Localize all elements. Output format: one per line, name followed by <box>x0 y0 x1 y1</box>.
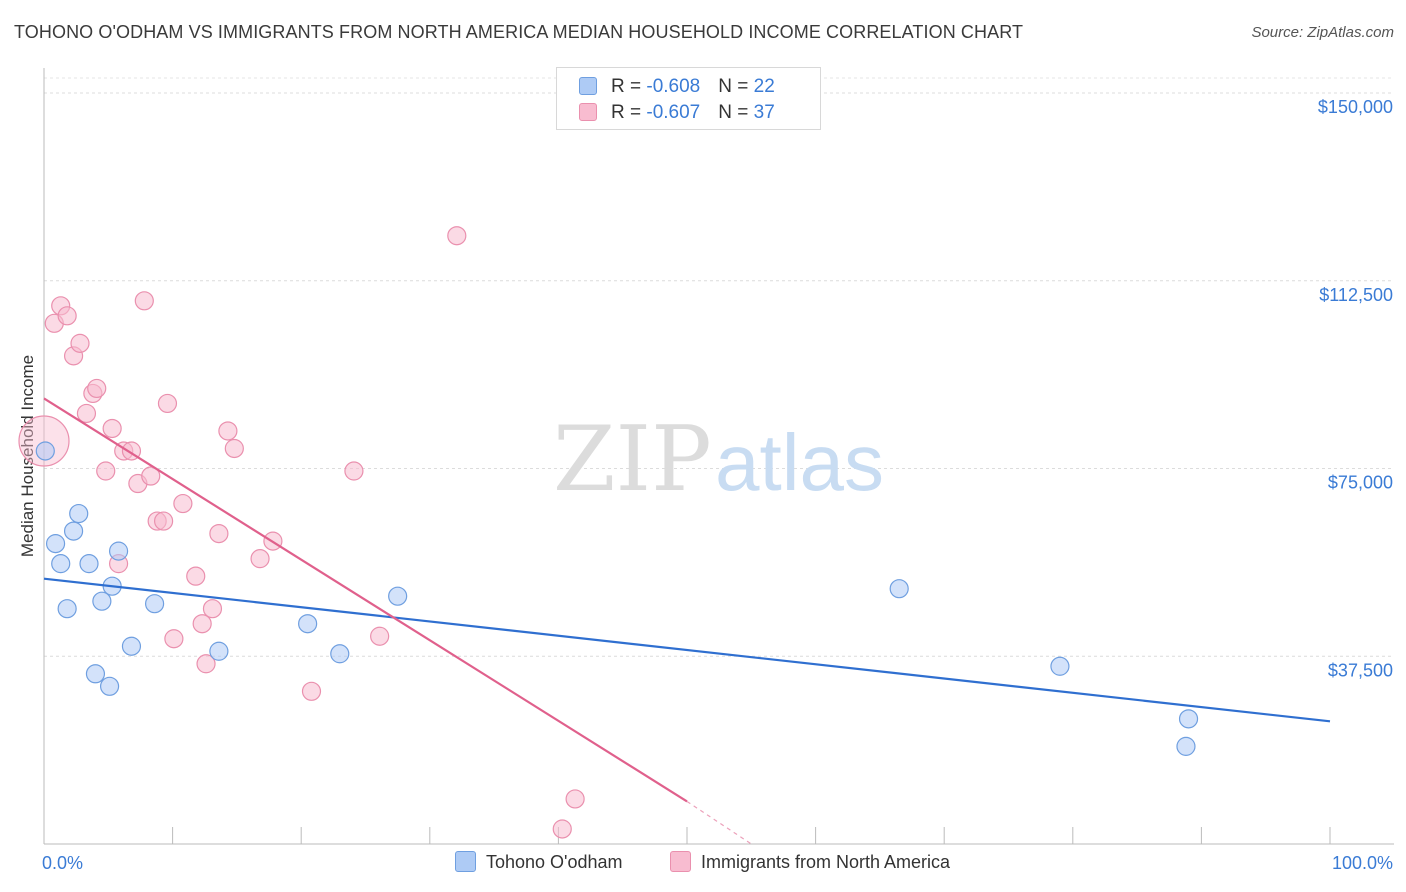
watermark-zip: ZIP <box>553 407 712 512</box>
data-point <box>18 415 70 467</box>
n-label: N = <box>718 76 754 97</box>
legend-swatch-tohono <box>455 851 476 872</box>
data-point <box>63 521 84 541</box>
data-point <box>144 594 165 614</box>
data-point <box>164 629 184 649</box>
data-point <box>134 291 154 311</box>
data-point <box>173 493 193 514</box>
legend-item-tohono[interactable]: Tohono O'odham <box>455 851 623 873</box>
n-value: 22 <box>753 76 775 97</box>
data-point <box>141 466 161 486</box>
data-point <box>344 461 364 481</box>
data-point <box>209 641 229 661</box>
data-point <box>157 393 178 414</box>
data-point <box>202 599 223 619</box>
stats-row-tohono: R = -0.608 N = 22 <box>579 76 775 100</box>
stats-row-immigrants: R = -0.607 N = 37 <box>579 102 775 126</box>
data-point <box>121 636 142 656</box>
x-tick-label: 0.0% <box>42 853 83 873</box>
x-tick-label: 100.0% <box>1332 853 1393 873</box>
y-tick-label: $37,500 <box>1328 660 1393 680</box>
data-point <box>447 226 467 246</box>
data-point <box>224 438 244 459</box>
legend-label-tohono: Tohono O'odham <box>486 852 623 872</box>
legend: Tohono O'odham Immigrants from North Ame… <box>0 851 1406 877</box>
data-point <box>186 566 206 586</box>
stats-swatch-tohono <box>579 77 597 95</box>
trend-line-extension <box>686 800 752 845</box>
data-point <box>102 418 122 439</box>
data-point <box>370 626 390 646</box>
n-value: 37 <box>753 102 775 123</box>
data-point <box>218 421 238 441</box>
legend-item-immigrants[interactable]: Immigrants from North America <box>670 851 950 873</box>
data-point <box>301 681 322 701</box>
data-point <box>250 549 270 569</box>
legend-label-immigrants: Immigrants from North America <box>701 852 951 872</box>
legend-swatch-immigrants <box>670 851 691 872</box>
data-point <box>87 378 107 399</box>
grid-lines <box>44 77 1394 657</box>
data-point <box>889 579 909 599</box>
data-point <box>57 306 77 326</box>
data-point <box>79 554 99 574</box>
data-point <box>96 461 116 481</box>
data-point <box>57 599 77 619</box>
data-point <box>209 523 229 544</box>
data-point <box>565 789 585 809</box>
data-point <box>1176 736 1196 756</box>
data-point <box>330 644 350 664</box>
n-label: N = <box>718 102 754 123</box>
data-point <box>552 819 572 839</box>
y-tick-label: $75,000 <box>1328 473 1393 493</box>
trend-lines <box>43 397 1331 845</box>
data-point <box>70 333 90 353</box>
watermark: ZIP atlas <box>553 407 884 512</box>
data-point <box>108 541 129 561</box>
r-value: -0.607 <box>646 102 701 123</box>
r-label: R = <box>611 76 647 97</box>
r-value: -0.608 <box>646 76 701 97</box>
chart-title: TOHONO O'ODHAM VS IMMIGRANTS FROM NORTH … <box>14 22 1024 42</box>
r-label: R = <box>611 102 647 123</box>
trend-line <box>43 397 688 803</box>
data-point <box>99 676 120 696</box>
watermark-atlas: atlas <box>715 418 884 507</box>
trend-line <box>43 577 1331 723</box>
data-point <box>192 614 212 634</box>
data-point <box>51 554 71 574</box>
data-point <box>69 503 89 524</box>
data-point <box>298 614 318 634</box>
data-point <box>153 511 174 531</box>
source-label: Source: ZipAtlas.com <box>1251 24 1394 41</box>
tick-labels: $37,500 $75,000 $112,500 $150,000 0.0% 100.0% <box>42 97 1393 873</box>
data-point <box>76 403 97 424</box>
data-point <box>1178 709 1199 729</box>
data-point <box>1050 656 1070 676</box>
data-point <box>35 441 55 461</box>
data-point <box>85 664 106 684</box>
y-tick-label: $112,500 <box>1319 285 1393 305</box>
stats-swatch-immigrants <box>579 103 597 121</box>
y-tick-label: $150,000 <box>1318 97 1393 117</box>
data-point <box>45 534 66 554</box>
data-points <box>18 226 1199 839</box>
data-point <box>388 586 408 606</box>
data-point <box>196 654 216 674</box>
data-point <box>92 591 112 611</box>
stats-box: R = -0.608 N = 22 R = -0.607 N = 37 <box>556 67 821 130</box>
